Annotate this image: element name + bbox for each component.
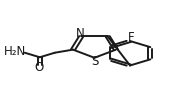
Text: F: F [128, 31, 134, 44]
Text: O: O [35, 61, 44, 74]
Text: H₂N: H₂N [4, 45, 26, 58]
Text: S: S [91, 55, 98, 68]
Text: N: N [76, 26, 85, 40]
